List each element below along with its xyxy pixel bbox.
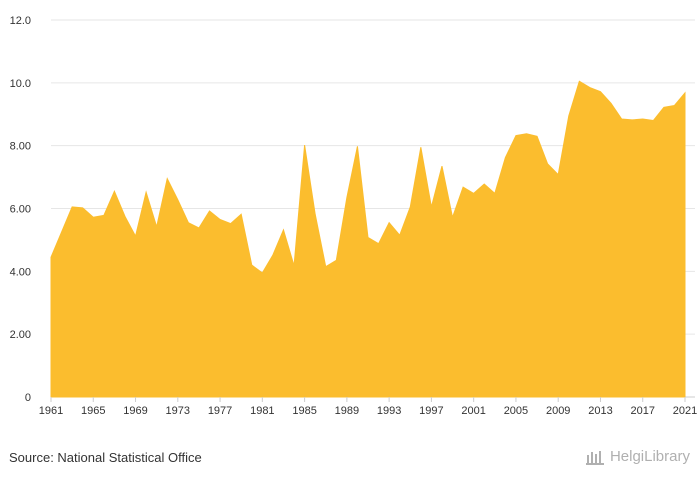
area-chart: 1961 1965 1969 1973 1977 1981 1985 1989 1993 1997… <box>10 15 698 417</box>
x-tick-label: 1997 <box>419 405 443 417</box>
x-tick-label: 1961 <box>39 405 63 417</box>
x-tick-label: 1973 <box>166 405 190 417</box>
y-tick-label: 0 <box>25 392 31 404</box>
y-tick-label: 4.00 <box>10 266 31 278</box>
library-icon <box>585 450 604 465</box>
x-tick-label: 2013 <box>588 405 612 417</box>
x-tick-label: 1965 <box>81 405 105 417</box>
x-tick-label: 2005 <box>504 405 528 417</box>
x-tick-label: 2009 <box>546 405 570 417</box>
x-tick-label: 2021 <box>673 405 697 417</box>
x-tick-label: 1981 <box>250 405 274 417</box>
y-axis: 0 2.00 4.00 6.00 8.00 10.0 12.0 <box>10 15 31 404</box>
brand-name: HelgiLibrary <box>609 448 690 465</box>
y-tick-label: 10.0 <box>10 78 31 90</box>
y-tick-label: 6.00 <box>10 204 31 216</box>
x-tick-label: 1977 <box>208 405 232 417</box>
x-tick-label: 2017 <box>630 405 654 417</box>
area-series <box>50 80 686 398</box>
y-tick-label: 2.00 <box>10 329 31 341</box>
x-tick-label: 1993 <box>377 405 401 417</box>
x-axis: 1961 1965 1969 1973 1977 1981 1985 1989 1993 1997… <box>39 397 697 417</box>
y-tick-label: 12.0 <box>10 15 31 27</box>
brand-logo: HelgiLibrary <box>585 448 690 465</box>
x-tick-label: 1989 <box>335 405 359 417</box>
x-tick-label: 1969 <box>123 405 147 417</box>
source-note: Source: National Statistical Office <box>9 450 202 465</box>
x-tick-label: 1985 <box>292 405 316 417</box>
area-fill <box>50 80 686 398</box>
x-tick-label: 2001 <box>461 405 485 417</box>
y-tick-label: 8.00 <box>10 141 31 153</box>
